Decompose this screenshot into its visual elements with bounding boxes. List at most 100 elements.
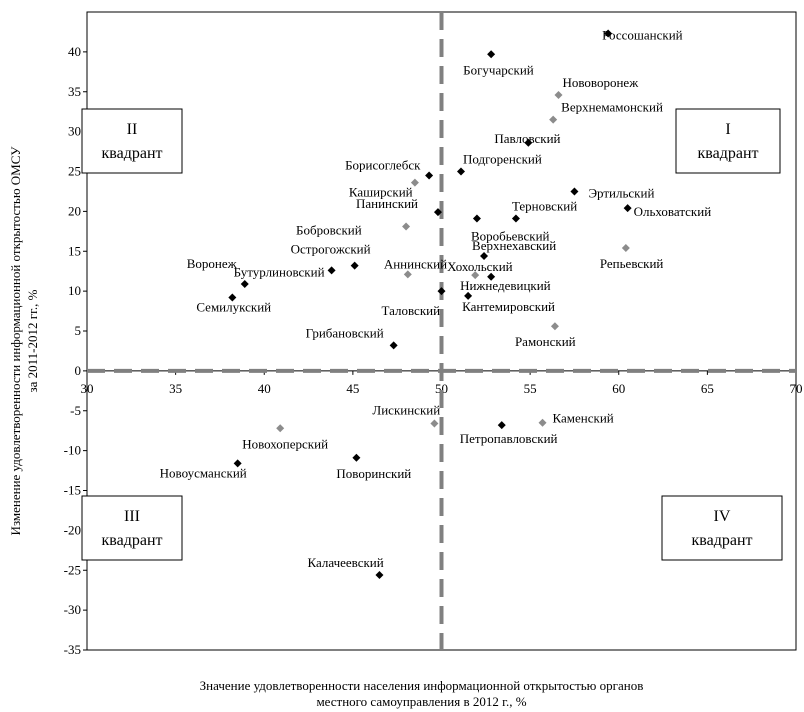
y-tick-label: 25	[68, 164, 81, 179]
y-axis-title: Изменение удовлетворенности информационн…	[8, 146, 23, 536]
point-label: Таловский	[382, 303, 441, 318]
point-label: Репьевский	[600, 256, 664, 271]
x-tick-label: 50	[435, 381, 448, 396]
point-label: Борисоглебск	[345, 157, 421, 172]
point-label: Верхнемамонский	[561, 100, 663, 115]
y-tick-label: -30	[64, 602, 81, 617]
point-marker	[228, 293, 237, 302]
quadrant-box	[661, 495, 783, 561]
y-tick-label: 30	[68, 124, 81, 139]
point-label: Ольховатский	[634, 204, 712, 219]
point-label: Бутурлиновский	[234, 264, 325, 279]
y-tick-label: -5	[70, 403, 81, 418]
point-marker	[549, 115, 558, 124]
y-tick-label: -15	[64, 483, 81, 498]
point-label: Бобровский	[296, 223, 362, 238]
y-tick-label: -10	[64, 443, 81, 458]
point-label: Каменский	[553, 411, 614, 426]
data-points	[228, 29, 632, 580]
x-tick-label: 40	[258, 381, 271, 396]
point-marker	[240, 279, 249, 288]
point-label: Калачеевский	[307, 555, 383, 570]
y-tick-label: 35	[68, 84, 81, 99]
point-marker	[604, 29, 613, 38]
y-axis-title: за 2011-2012 гг., %	[25, 289, 40, 392]
point-label: Терновский	[512, 199, 577, 214]
x-tick-label: 65	[701, 381, 714, 396]
point-marker	[621, 244, 630, 253]
point-label: Эртильский	[588, 185, 654, 200]
point-marker	[276, 424, 285, 433]
point-label: Грибановский	[306, 325, 384, 340]
y-tick-label: 40	[68, 44, 81, 59]
point-label: Кантемировский	[462, 299, 555, 314]
point-label: Подгоренский	[463, 152, 542, 167]
point-label: Хохольский	[447, 259, 513, 274]
quadrant-number: II	[127, 121, 138, 138]
point-label: Панинский	[356, 196, 418, 211]
point-label: Павловский	[494, 131, 560, 146]
x-tick-label: 30	[81, 381, 94, 396]
quadrant-number: IV	[714, 508, 731, 525]
point-label: Нововоронеж	[562, 75, 639, 90]
y-tick-label: -25	[64, 562, 81, 577]
point-marker	[410, 178, 419, 187]
point-marker	[570, 187, 579, 196]
x-tick-label: 60	[612, 381, 625, 396]
point-marker	[375, 571, 384, 580]
y-tick-label: 20	[68, 203, 81, 218]
point-marker	[480, 252, 489, 261]
point-label: Россошанский	[602, 28, 683, 43]
point-marker	[389, 341, 398, 350]
point-marker	[554, 90, 563, 99]
point-label: Петропавловский	[460, 431, 558, 446]
point-label: Нижнедевицкий	[460, 278, 551, 293]
quadrant-number: III	[124, 508, 140, 525]
point-label: Рамонский	[515, 334, 576, 349]
point-label: Богучарский	[463, 62, 534, 77]
point-label: Новохоперский	[242, 436, 328, 451]
point-label: Аннинский	[384, 256, 447, 271]
x-tick-label: 35	[169, 381, 182, 396]
axes: -35 -30 -25 -20 -15 -10 -5 0 5 10 15 20 25 30 35 40 30 35…	[64, 44, 803, 657]
point-marker	[402, 222, 411, 231]
quadrant-word: квадрант	[697, 145, 758, 162]
point-marker	[471, 271, 480, 280]
x-axis-title: Значение удовлетворенности населения инф…	[200, 678, 644, 693]
point-marker	[350, 261, 359, 270]
point-label: Верхнехавский	[472, 238, 556, 253]
point-label: Каширский	[349, 185, 413, 200]
quadrant-box	[81, 108, 183, 174]
point-marker	[472, 214, 481, 223]
point-marker	[487, 272, 496, 281]
quadrant-word: квадрант	[691, 532, 752, 549]
point-label: Острогожский	[291, 242, 371, 257]
y-tick-label: 0	[75, 363, 82, 378]
point-marker	[352, 453, 361, 462]
x-tick-label: 70	[790, 381, 803, 396]
point-marker	[430, 419, 439, 428]
point-label: Новоусманский	[160, 465, 247, 480]
y-tick-label: 15	[68, 243, 81, 258]
axis-titles: Значение удовлетворенности населения инф…	[8, 146, 643, 709]
point-marker	[425, 171, 434, 180]
point-marker	[233, 459, 242, 468]
point-marker	[623, 204, 632, 213]
point-label: Поворинский	[336, 466, 411, 481]
quadrant-number: I	[725, 121, 730, 138]
point-marker	[487, 50, 496, 59]
y-tick-label: 10	[68, 283, 81, 298]
point-marker	[511, 214, 520, 223]
quadrant-word: квадрант	[101, 145, 162, 162]
x-tick-label: 45	[346, 381, 359, 396]
point-marker	[538, 418, 547, 427]
point-label: Лискинский	[372, 403, 440, 418]
point-marker	[497, 421, 506, 430]
point-marker	[456, 167, 465, 176]
y-tick-label: -20	[64, 522, 81, 537]
quadrant-word: квадрант	[101, 532, 162, 549]
quadrant-dividers	[87, 12, 796, 650]
point-marker	[550, 322, 559, 331]
